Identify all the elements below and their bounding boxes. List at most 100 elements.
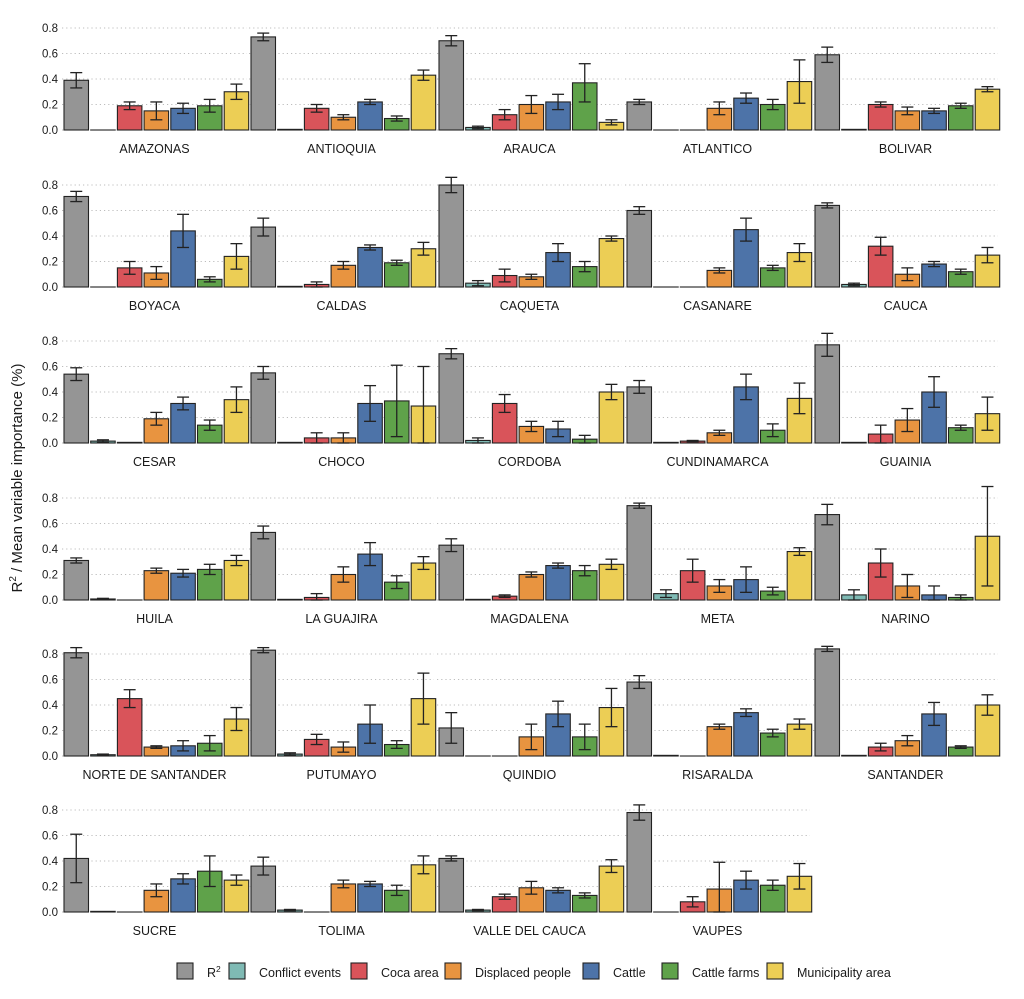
panel-cauca: CAUCA — [813, 184, 1001, 313]
bar-huila-3 — [143, 570, 170, 601]
y-tick-label: 0.6 — [42, 831, 58, 843]
bar-meta-6 — [786, 550, 813, 601]
bar-boyaca-0 — [63, 195, 90, 288]
bar-bolivar-1 — [841, 128, 867, 131]
y-tick-label: 0.6 — [42, 49, 58, 61]
bar-risaralda-3 — [706, 726, 733, 757]
bar-caqueta-0 — [438, 184, 465, 288]
bar-tolima-4 — [357, 883, 383, 913]
panel-boyaca: 0.0 0.2 0.4 0.6 0.8 BOYACA — [42, 180, 250, 313]
y-tick-label: 0.6 — [42, 519, 58, 531]
panel-antioquia: ANTIOQUIA — [249, 27, 437, 156]
panel-atlantico: ATLANTICO — [625, 27, 813, 156]
panel-label: TOLIMA — [318, 924, 365, 938]
panels-grid: 0.0 0.2 0.4 0.6 0.8 AMAZONAS ANTIOQUIA ARAUCA AT… — [42, 23, 1001, 938]
y-tick-label: 0.4 — [42, 231, 59, 243]
bar-amazonas-2 — [116, 105, 143, 131]
legend-swatch-6 — [766, 962, 784, 980]
legend-label-0: R2 — [207, 964, 221, 980]
panel-narino: NARINO — [813, 485, 1001, 626]
bar-risaralda-1 — [653, 754, 679, 757]
bar-tolima-3 — [330, 883, 357, 913]
panel-label: BOLIVAR — [879, 142, 932, 156]
legend-label-6: Municipality area — [797, 966, 891, 980]
panel-la-guajira: LA GUAJIRA — [249, 497, 437, 626]
bar-cauca-0 — [814, 204, 841, 288]
y-tick-label: 0.6 — [42, 362, 58, 374]
bar-magdalena-6 — [598, 563, 625, 601]
panel-label: CAQUETA — [500, 299, 560, 313]
legend-label-5: Cattle farms — [692, 966, 759, 980]
y-tick-label: 0.0 — [42, 282, 58, 294]
panel-norte-de-santander: 0.0 0.2 0.4 0.6 0.8 NORTE DE SANTANDER — [42, 646, 250, 782]
panel-label: CALDAS — [316, 299, 366, 313]
panel-casanare: CASANARE — [625, 184, 813, 313]
panel-meta: META — [625, 497, 813, 626]
bar-vaupes-0 — [626, 811, 653, 913]
bar-norte-de-santander-0 — [63, 652, 90, 757]
y-tick-label: 0.2 — [42, 100, 58, 112]
bar-bolivar-2 — [867, 103, 894, 131]
bar-casanare-4 — [733, 229, 759, 288]
bar-tolima-6 — [410, 864, 437, 913]
panel-cordoba: CORDOBA — [437, 340, 625, 469]
y-tick-label: 0.6 — [42, 675, 58, 687]
y-tick-label: 0.2 — [42, 882, 58, 894]
legend-swatch-0 — [176, 962, 194, 980]
bar-caqueta-6 — [598, 238, 625, 288]
panel-label: NORTE DE SANTANDER — [82, 768, 226, 782]
y-tick-label: 0.4 — [42, 700, 59, 712]
panel-label: ANTIOQUIA — [307, 142, 376, 156]
panel-risaralda: RISARALDA — [625, 653, 813, 782]
panel-santander: SANTANDER — [813, 645, 1001, 782]
bar-narino-0 — [814, 514, 841, 601]
y-axis-label-superscript: 2 — [8, 576, 19, 582]
bar-cauca-2 — [867, 245, 894, 288]
y-tick-label: 0.2 — [42, 413, 58, 425]
panel-label: CAUCA — [884, 299, 928, 313]
panel-amazonas: 0.0 0.2 0.4 0.6 0.8 AMAZONAS — [42, 23, 250, 156]
bar-risaralda-0 — [626, 681, 653, 757]
bar-antioquia-1 — [277, 128, 303, 131]
y-tick-label: 0.4 — [42, 544, 59, 556]
panel-label: HUILA — [136, 612, 173, 626]
bar-magdalena-3 — [518, 573, 545, 601]
panel-label: CHOCO — [318, 455, 365, 469]
bar-caldas-5 — [383, 262, 410, 288]
panel-label: RISARALDA — [682, 768, 754, 782]
panel-label: AMAZONAS — [119, 142, 189, 156]
y-tick-label: 0.0 — [42, 125, 58, 137]
y-tick-label: 0.0 — [42, 438, 58, 450]
panel-cundinamarca: CUNDINAMARCA — [625, 340, 813, 469]
y-tick-label: 0.8 — [42, 493, 58, 505]
panel-label: CASANARE — [683, 299, 752, 313]
bar-valle-del-cauca-0 — [438, 857, 465, 913]
bar-cesar-0 — [63, 373, 90, 444]
bar-la-guajira-1 — [277, 598, 303, 601]
bar-huila-0 — [63, 559, 90, 601]
panel-label: ATLANTICO — [683, 142, 752, 156]
panel-choco: CHOCO — [249, 340, 437, 469]
legend-swatch-5 — [661, 962, 679, 980]
bar-la-guajira-0 — [250, 531, 277, 601]
y-tick-label: 0.2 — [42, 726, 58, 738]
bar-guainia-1 — [841, 441, 867, 444]
legend-label-1: Conflict events — [259, 966, 341, 980]
panel-guainia: GUAINIA — [813, 332, 1001, 469]
legend-label-3: Displaced people — [475, 966, 571, 980]
y-axis-label-base: R — [9, 582, 26, 593]
panel-label: NARINO — [881, 612, 930, 626]
panel-label: BOYACA — [129, 299, 181, 313]
panel-label: PUTUMAYO — [307, 768, 377, 782]
legend-label-2: Coca area — [381, 966, 439, 980]
panel-label: CESAR — [133, 455, 176, 469]
bar-casanare-0 — [626, 209, 653, 288]
panel-label: LA GUAJIRA — [305, 612, 378, 626]
bar-bolivar-5 — [947, 105, 974, 131]
bar-valle-del-cauca-4 — [545, 889, 571, 913]
y-tick-label: 0.4 — [42, 387, 59, 399]
panel-caldas: CALDAS — [249, 184, 437, 313]
bar-cundinamarca-1 — [653, 441, 679, 444]
y-tick-label: 0.0 — [42, 751, 58, 763]
bar-magdalena-5 — [571, 570, 598, 601]
